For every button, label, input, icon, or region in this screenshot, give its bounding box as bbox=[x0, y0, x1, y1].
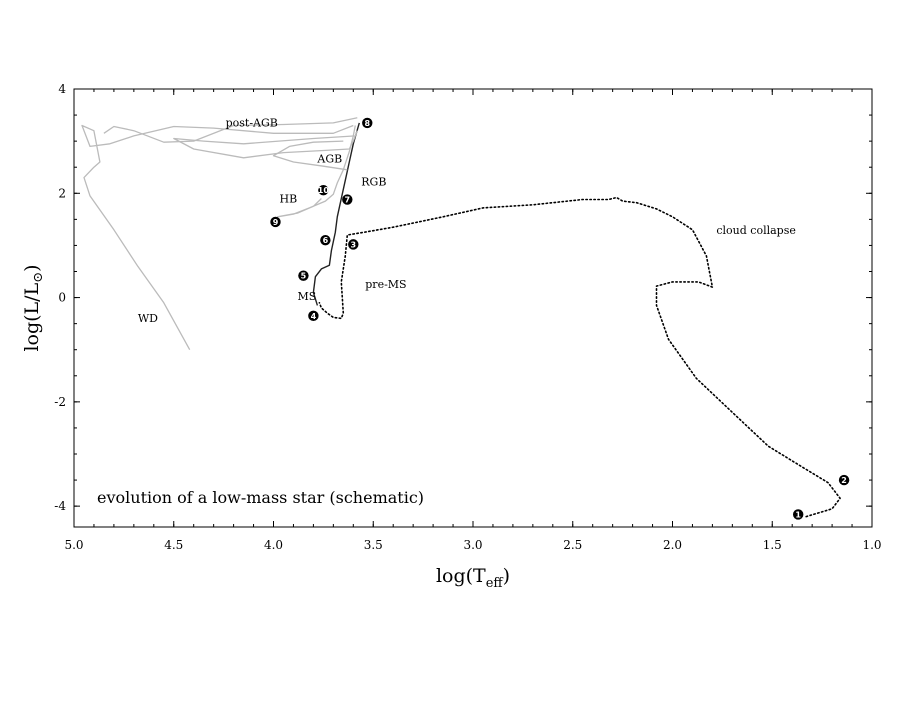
evolution-track-6 bbox=[272, 140, 348, 171]
y-tick-label: -2 bbox=[54, 395, 66, 409]
stage-marker-10: 10 bbox=[318, 184, 330, 196]
stage-marker-dot bbox=[792, 509, 804, 520]
stage-markers: 1 2 3 4 5 6 7 8 9 10 bbox=[270, 117, 850, 520]
y-tick-label: 2 bbox=[58, 186, 66, 200]
region-label: cloud collapse bbox=[716, 224, 796, 237]
stage-marker-number: 9 bbox=[273, 218, 279, 227]
y-tick-label: 4 bbox=[58, 82, 66, 96]
stage-marker-dot bbox=[318, 184, 329, 196]
stage-marker-dot bbox=[362, 117, 373, 129]
axis-ticks: 5.0 4.5 4.0 3.5 3.0 2.5 2.0 1.5 1.0 4 2 0 -2 -4 bbox=[54, 82, 881, 552]
stage-marker-number: 2 bbox=[841, 476, 847, 485]
region-label: HB bbox=[279, 193, 297, 206]
x-axis-title-close: ) bbox=[503, 565, 510, 587]
region-label: AGB bbox=[316, 153, 342, 166]
region-labels: post-AGB AGB RGB HB cloud collapse pre-MS MS WD bbox=[138, 117, 796, 326]
stage-marker-1: 1 bbox=[792, 509, 804, 520]
evolution-track-2 bbox=[312, 122, 360, 306]
stage-marker-number: 6 bbox=[323, 236, 329, 245]
x-tick-label: 4.0 bbox=[264, 538, 283, 552]
x-tick-label: 4.5 bbox=[164, 538, 183, 552]
stage-marker-8: 8 bbox=[362, 117, 373, 129]
stage-marker-number: 8 bbox=[364, 119, 370, 128]
series-layer bbox=[81, 117, 841, 518]
stage-marker-dot bbox=[838, 474, 850, 486]
stage-marker-dot bbox=[298, 270, 309, 281]
stage-marker-dot bbox=[308, 310, 319, 322]
region-label: RGB bbox=[361, 175, 386, 188]
stage-marker-dot bbox=[342, 194, 353, 205]
stage-marker-2: 2 bbox=[838, 474, 850, 486]
evolution-track-3 bbox=[276, 125, 356, 218]
x-tick-label: 3.0 bbox=[463, 538, 482, 552]
evolution-track-1 bbox=[318, 196, 841, 518]
chart-annotation: evolution of a low-mass star (schematic) bbox=[97, 488, 424, 507]
stage-marker-7: 7 bbox=[342, 194, 353, 205]
stage-marker-5: 5 bbox=[298, 270, 309, 281]
evolution-track-5 bbox=[173, 130, 358, 159]
x-tick-label: 5.0 bbox=[64, 538, 83, 552]
x-axis-title-main: log(T bbox=[436, 565, 486, 587]
stage-marker-dot bbox=[270, 216, 281, 228]
stage-marker-number: 1 bbox=[795, 510, 801, 519]
stage-marker-9: 9 bbox=[270, 216, 281, 228]
x-axis-title-sub: eff bbox=[486, 576, 505, 591]
stage-marker-number: 5 bbox=[301, 272, 307, 281]
y-axis-title-sub: ⊙ bbox=[31, 272, 46, 283]
region-label: pre-MS bbox=[365, 278, 406, 291]
x-tick-label: 1.5 bbox=[763, 538, 782, 552]
stage-marker-number: 10 bbox=[318, 186, 330, 195]
region-label: post-AGB bbox=[226, 117, 278, 130]
y-tick-label: 0 bbox=[58, 291, 66, 305]
stage-marker-dot bbox=[320, 235, 331, 246]
stage-marker-3: 3 bbox=[348, 239, 359, 250]
stage-marker-4: 4 bbox=[308, 310, 319, 322]
x-axis-title: log(Teff) bbox=[436, 565, 510, 591]
stage-marker-number: 7 bbox=[345, 196, 351, 205]
stage-marker-dot bbox=[348, 239, 359, 250]
y-axis-title-close: ) bbox=[21, 264, 43, 271]
region-label: MS bbox=[297, 290, 316, 303]
x-tick-label: 2.5 bbox=[563, 538, 582, 552]
plot-frame bbox=[73, 88, 873, 528]
region-label: WD bbox=[138, 312, 158, 325]
y-axis-title: log(L/L⊙) bbox=[21, 264, 46, 351]
x-tick-label: 1.0 bbox=[862, 538, 881, 552]
stage-marker-number: 4 bbox=[311, 312, 317, 321]
stage-marker-number: 3 bbox=[351, 240, 357, 249]
y-axis-title-main: log(L/L bbox=[21, 282, 43, 351]
x-tick-label: 2.0 bbox=[663, 538, 682, 552]
evolution-track-7 bbox=[103, 117, 358, 143]
y-tick-label: -4 bbox=[54, 499, 66, 513]
stage-marker-6: 6 bbox=[320, 235, 331, 246]
x-tick-label: 3.5 bbox=[364, 538, 383, 552]
